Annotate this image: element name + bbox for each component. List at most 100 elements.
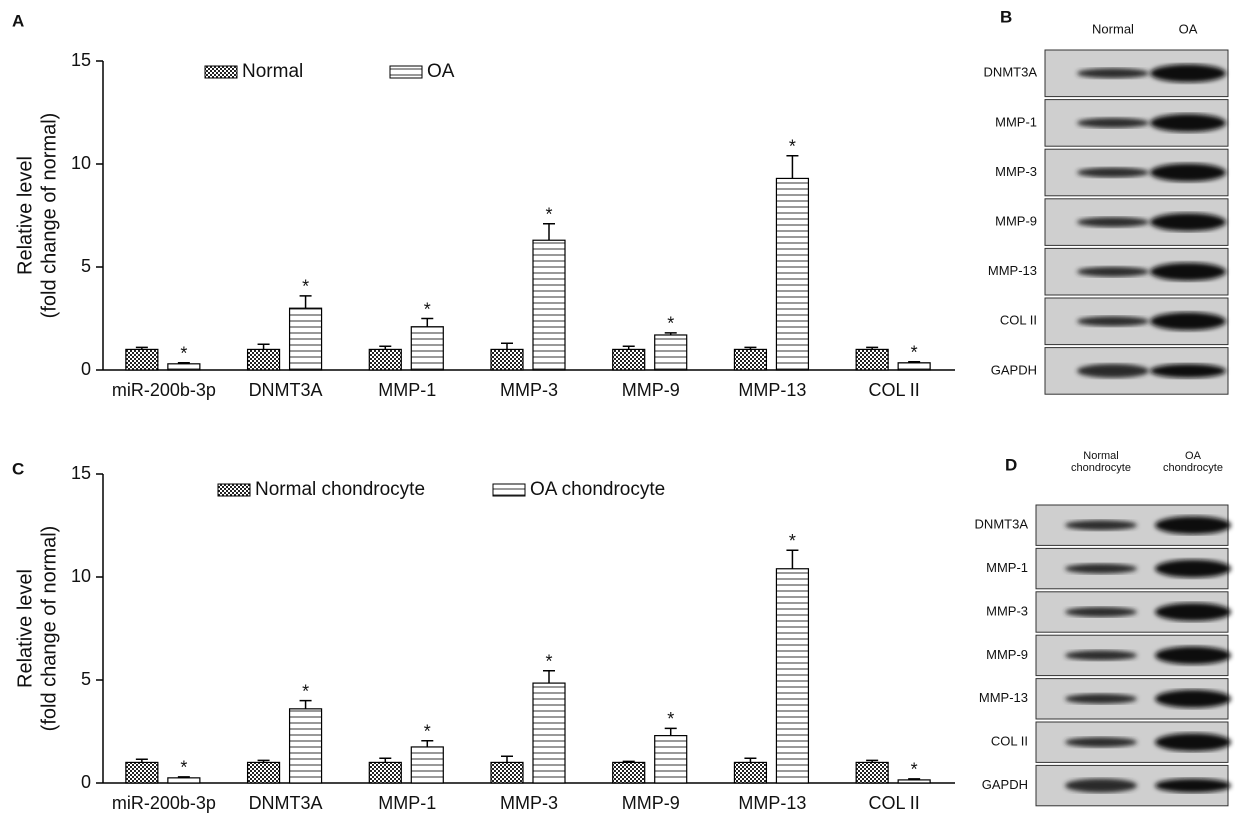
row-label: DNMT3A [975,517,1029,532]
error-bar [379,758,391,762]
column-label: chondrocyte [1071,462,1131,474]
column-label: OA [1179,21,1198,36]
row-label: MMP-1 [986,560,1028,575]
bar [533,683,565,783]
row-label: MMP-9 [995,214,1037,229]
blot-band [1077,118,1149,128]
panel-label: C [12,459,24,478]
blot-band [1155,560,1231,578]
bar [613,762,645,783]
significance: * [911,760,918,780]
bar [655,335,687,370]
blot-band [1155,690,1231,708]
x-tick-label: MMP-1 [378,793,436,813]
bar [248,762,280,783]
y-tick-label: 0 [81,772,91,792]
row-label: MMP-3 [995,164,1037,179]
x-tick-label: MMP-1 [378,380,436,400]
blot-band [1155,779,1231,793]
blot-band [1150,114,1226,132]
bar [369,349,401,370]
blot-band [1065,564,1137,574]
significance: * [789,137,796,157]
legend-swatch [218,484,250,496]
row-label: GAPDH [982,777,1028,792]
bar [126,349,158,370]
x-tick-label: COL II [868,380,919,400]
blot-band [1077,267,1149,277]
error-bar [501,343,513,349]
bar [898,363,930,370]
bar [533,240,565,370]
column-label: chondrocyte [1163,462,1223,474]
error-bar [543,224,555,240]
bar [734,762,766,783]
blot-band [1077,68,1149,78]
legend-swatch [205,66,237,78]
column-label: OA [1185,450,1202,462]
blot-band [1065,694,1137,704]
y-tick-label: 15 [71,463,91,483]
panel-label: D [1005,455,1017,474]
significance: * [424,299,431,319]
significance: * [180,758,187,778]
legend-label: Normal chondrocyte [255,479,425,500]
y-axis-label: (fold change of normal) [38,526,60,732]
blot-band [1150,312,1226,330]
x-tick-label: MMP-9 [622,793,680,813]
x-tick-label: DNMT3A [249,380,323,400]
error-bar [501,756,513,762]
x-tick-label: miR-200b-3p [112,793,216,813]
bar [776,569,808,783]
y-tick-label: 5 [81,669,91,689]
bar [898,780,930,783]
significance: * [302,681,309,701]
x-tick-label: MMP-13 [738,380,806,400]
blot-band [1065,650,1137,660]
x-tick-label: MMP-9 [622,380,680,400]
x-tick-label: DNMT3A [249,793,323,813]
row-label: MMP-9 [986,647,1028,662]
bar [411,747,443,783]
bar [369,762,401,783]
bar [776,178,808,370]
significance: * [180,344,187,364]
row-label: MMP-13 [979,690,1028,705]
blot-band [1077,316,1149,326]
y-tick-label: 5 [81,256,91,276]
bar [168,364,200,370]
blot-band [1065,607,1137,617]
legend-swatch [493,484,525,496]
error-bar [543,671,555,683]
blot-band [1150,164,1226,182]
error-bar [786,156,798,179]
error-bar [665,728,677,735]
error-bar [786,550,798,569]
column-label: Normal [1083,450,1118,462]
y-axis-label: Relative level [14,156,36,275]
bar [411,327,443,370]
blot-band [1150,213,1226,231]
error-bar [300,296,312,308]
bar [613,349,645,370]
error-bar [300,701,312,709]
row-label: DNMT3A [984,65,1038,80]
blot-band [1155,603,1231,621]
row-label: GAPDH [991,362,1037,377]
significance: * [302,277,309,297]
bar [491,349,523,370]
error-bar [421,319,433,327]
significance: * [667,709,674,729]
blot-band [1077,364,1149,378]
x-tick-label: MMP-3 [500,380,558,400]
panel-label: A [12,11,24,30]
bar [856,349,888,370]
row-label: COL II [991,734,1028,749]
row-label: MMP-13 [988,263,1037,278]
blot-band [1155,646,1231,664]
row-label: MMP-3 [986,603,1028,618]
y-axis-label: Relative level [14,569,36,688]
legend-label: OA [427,61,455,82]
error-bar [744,758,756,762]
bar [168,778,200,783]
